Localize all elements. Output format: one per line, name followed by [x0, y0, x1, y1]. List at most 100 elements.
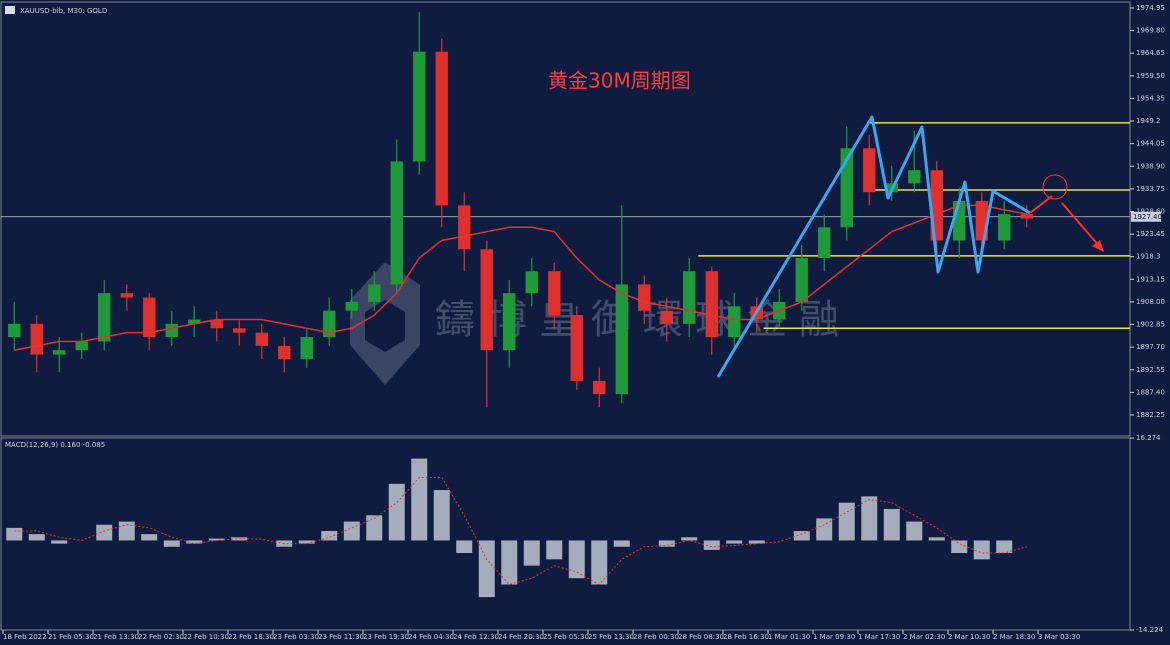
candle-body — [705, 271, 718, 338]
macd-bar — [321, 531, 338, 541]
y-tick-label: 1902.85 — [1136, 321, 1165, 329]
macd-bar — [343, 521, 360, 541]
signal-line — [14, 476, 1027, 586]
candle-body — [188, 319, 201, 324]
candle-body — [480, 249, 493, 351]
macd-bar — [861, 496, 878, 541]
candle-body — [660, 310, 673, 324]
candle-body — [998, 214, 1011, 241]
macd-bar — [838, 502, 855, 541]
macd-bar — [816, 518, 833, 541]
candle-body — [908, 170, 921, 184]
annotations — [716, 115, 1104, 378]
candle-body — [368, 284, 381, 302]
macd-bar — [906, 521, 923, 541]
x-tick-label: 23 Feb 11:30 — [318, 633, 364, 641]
candle-body — [390, 161, 403, 285]
x-tick-label: 28 Feb 16:30 — [723, 633, 769, 641]
candle-body — [1020, 214, 1033, 219]
macd-bar — [973, 540, 990, 560]
y-tick-label: 1928.60 — [1136, 207, 1165, 215]
x-tick-label: 23 Feb 03:30 — [273, 633, 319, 641]
candle-body — [570, 315, 583, 381]
macd-bar — [951, 540, 968, 554]
x-tick-label: 22 Feb 18:30 — [228, 633, 274, 641]
candle-body — [233, 328, 246, 333]
y-tick-label: 1938.90 — [1136, 162, 1165, 170]
macd-bar — [703, 540, 720, 550]
x-tick-label: 24 Feb 04:30 — [408, 633, 454, 641]
macd-bar — [748, 540, 765, 544]
y-tick-label: 1964.65 — [1136, 49, 1165, 57]
macd-bar — [568, 540, 585, 579]
y-tick-label: 1959.50 — [1136, 72, 1165, 80]
x-tick-label: 25 Feb 05:30 — [543, 633, 589, 641]
macd-panel — [0, 437, 1131, 631]
macd-bar — [366, 515, 383, 541]
candle-body — [458, 205, 471, 250]
candle-body — [548, 271, 561, 316]
macd-bar — [433, 490, 450, 541]
symbol-icon — [5, 6, 15, 14]
candle-body — [615, 284, 628, 395]
y-tick-label: 1949.2 — [1136, 117, 1161, 125]
x-tick-label: 28 Feb 08:30 — [678, 633, 724, 641]
y-tick-label: 1882.25 — [1136, 411, 1165, 419]
candle-body — [165, 323, 178, 338]
macd-bar — [208, 538, 225, 541]
candle-body — [413, 51, 426, 162]
macd-bar — [546, 540, 563, 560]
macd-bar — [928, 537, 945, 541]
macd-bar — [501, 540, 518, 585]
macd-bar — [96, 524, 113, 541]
price-panel — [0, 1, 1131, 437]
y-tick-label: 1969.80 — [1136, 27, 1165, 35]
macd-bar — [658, 540, 675, 547]
x-tick-label: 24 Feb 12:30 — [453, 633, 499, 641]
macd-bar — [591, 540, 608, 585]
x-tick-label: 28 Feb 00:30 — [633, 633, 679, 641]
macd-bar — [141, 534, 158, 541]
y-tick-label: 1944.05 — [1136, 140, 1165, 148]
macd-bar — [388, 483, 405, 541]
y-tick-label: 1897.70 — [1136, 343, 1165, 351]
macd-bar — [298, 540, 315, 544]
x-tick-label: 1 Mar 09:30 — [813, 633, 855, 641]
macd-bar — [6, 527, 23, 541]
candle-body — [143, 297, 156, 338]
candle-body — [435, 51, 448, 206]
macd-label: MACD(12,26,9) 0.160 -0.085 — [5, 441, 105, 449]
candle-body — [593, 380, 606, 395]
x-tick-label: 18 Feb 2022 — [3, 633, 47, 641]
macd-bar — [996, 540, 1013, 554]
y-tick-label: 1923.45 — [1136, 230, 1165, 238]
macd-bar — [456, 540, 473, 554]
x-tick-label: 21 Feb 13:30 — [93, 633, 139, 641]
y-tick-label: 1954.35 — [1136, 94, 1165, 102]
x-tick-label: 2 Mar 10:30 — [948, 633, 990, 641]
macd-bar — [883, 508, 900, 541]
x-tick-label: 22 Feb 02:30 — [138, 633, 184, 641]
candle-body — [795, 258, 808, 302]
y-tick-label: -14.224 — [1136, 626, 1164, 634]
macd-bar — [51, 540, 68, 544]
candle-body — [53, 350, 66, 355]
macd-bar — [478, 540, 495, 598]
candle-body — [345, 301, 358, 311]
x-tick-label: 25 Feb 13:30 — [588, 633, 634, 641]
macd-bar — [523, 540, 540, 566]
candle-body — [75, 341, 88, 351]
chart-title: 黄金30M周期图 — [548, 69, 691, 93]
price-tag-label: 1927.40 — [1133, 213, 1162, 221]
macd-bar — [681, 537, 698, 541]
macd-bar — [613, 540, 630, 547]
watermark-logo — [350, 262, 420, 385]
x-tick-label: 22 Feb 10:30 — [183, 633, 229, 641]
y-tick-label: 1887.40 — [1136, 388, 1165, 396]
y-tick-label: 1918.3 — [1136, 253, 1161, 261]
watermark: 鑄博皇御環球金融 — [435, 297, 851, 343]
candle-body — [8, 323, 21, 338]
candle-body — [98, 293, 111, 342]
candle-body — [255, 332, 268, 346]
y-tick-label: 16.274 — [1136, 434, 1161, 442]
